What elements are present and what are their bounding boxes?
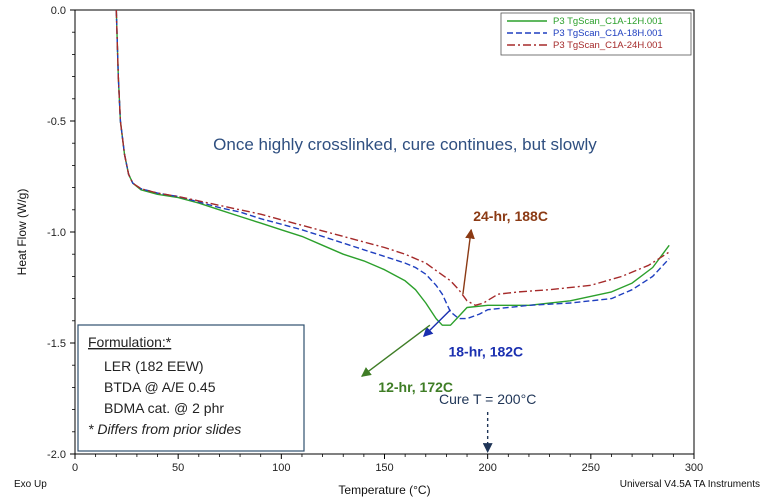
series-line-1	[115, 9, 670, 326]
peak-label-2: 18-hr, 182C	[448, 343, 523, 359]
formulation-box	[77, 324, 305, 452]
y-axis-title: Heat Flow (W/g)	[15, 189, 29, 276]
y-tick-label: -1.5	[47, 338, 66, 350]
x-tick-label: 200	[478, 462, 496, 474]
peak-label-3: 12-hr, 172C	[378, 379, 453, 395]
cure-temp-label: Cure T = 200°C	[439, 391, 536, 407]
legend-entry-1: P3 TgScan_C1A-12H.001	[553, 16, 663, 27]
y-tick-label: 0.0	[51, 5, 66, 17]
x-tick-label: 0	[72, 462, 78, 474]
y-tick-label: -1.0	[47, 227, 66, 239]
x-tick-label: 250	[582, 462, 600, 474]
formulation-title: Formulation:*	[88, 334, 172, 350]
annotation-main-text: Once highly crosslinked, cure continues,…	[213, 135, 597, 154]
software-version-label: Universal V4.5A TA Instruments	[620, 479, 760, 490]
x-tick-label: 150	[375, 462, 393, 474]
formulation-line: LER (182 EEW)	[104, 358, 204, 374]
exo-up-label: Exo Up	[14, 479, 47, 490]
formulation-line: BTDA @ A/E 0.45	[104, 379, 216, 395]
formulation-line: BDMA cat. @ 2 phr	[104, 400, 224, 416]
peak-arrow-1	[462, 228, 475, 295]
legend-box	[500, 12, 692, 56]
x-tick-label: 50	[172, 462, 184, 474]
peak-label-1: 24-hr, 188C	[473, 208, 548, 224]
series-line-2	[115, 9, 670, 320]
peak-arrow-2	[423, 309, 452, 338]
series-line-3	[115, 9, 670, 306]
legend-entry-2: P3 TgScan_C1A-18H.001	[553, 28, 663, 39]
legend-entry-3: P3 TgScan_C1A-24H.001	[553, 40, 663, 51]
x-axis-title: Temperature (°C)	[338, 483, 430, 497]
x-tick-label: 300	[685, 462, 703, 474]
formulation-note: * Differs from prior slides	[88, 421, 241, 437]
x-tick-label: 100	[272, 462, 290, 474]
y-tick-label: -2.0	[47, 449, 66, 461]
y-tick-label: -0.5	[47, 116, 66, 128]
peak-arrow-3	[361, 324, 431, 377]
